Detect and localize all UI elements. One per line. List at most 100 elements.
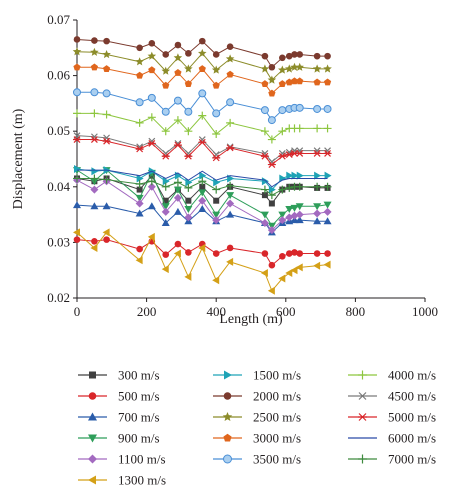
data-point xyxy=(88,454,97,464)
data-point xyxy=(135,118,144,127)
legend-label: 1300 m/s xyxy=(118,473,166,488)
data-point xyxy=(162,150,170,157)
data-point xyxy=(198,111,207,120)
data-point xyxy=(226,98,235,107)
data-point xyxy=(260,127,269,136)
data-point xyxy=(147,182,156,191)
data-point xyxy=(291,51,298,58)
data-point xyxy=(226,70,234,78)
data-point xyxy=(226,192,235,200)
data-point xyxy=(291,147,298,155)
data-point xyxy=(199,171,207,180)
data-point xyxy=(223,392,232,400)
series-group xyxy=(72,36,332,295)
data-point xyxy=(88,392,97,400)
data-point xyxy=(313,203,322,211)
data-point xyxy=(102,49,111,59)
data-point xyxy=(324,250,331,257)
data-point xyxy=(198,189,207,197)
data-point xyxy=(212,51,220,58)
data-point xyxy=(260,152,269,160)
data-point xyxy=(267,161,276,168)
data-point xyxy=(148,66,156,74)
data-point xyxy=(358,454,367,464)
data-point xyxy=(278,274,286,283)
data-point xyxy=(161,265,169,274)
data-point xyxy=(296,77,304,85)
legend-label: 2000 m/s xyxy=(253,389,301,404)
data-point xyxy=(91,37,98,44)
y-ticks: 0.02 0.03 0.04 0.05 0.06 0.07 xyxy=(47,12,77,305)
data-point xyxy=(135,256,143,265)
series-line xyxy=(77,169,328,188)
data-point xyxy=(323,150,332,157)
y-tick-label: 0.05 xyxy=(47,123,70,138)
data-point xyxy=(261,52,269,60)
data-point xyxy=(90,88,99,97)
data-point xyxy=(162,251,170,258)
data-point xyxy=(323,124,332,133)
data-point xyxy=(73,109,81,118)
data-point xyxy=(185,178,193,187)
x-axis-title: Length (m) xyxy=(219,312,283,327)
data-point xyxy=(90,63,99,71)
data-point xyxy=(223,454,232,464)
data-point xyxy=(313,78,321,86)
data-point xyxy=(296,171,304,180)
data-point xyxy=(323,78,332,86)
data-point xyxy=(260,64,270,73)
legend-item: 300 m/s xyxy=(78,368,160,383)
data-point xyxy=(161,152,170,160)
data-point xyxy=(198,177,207,186)
data-point xyxy=(199,183,206,190)
data-point xyxy=(161,218,170,226)
data-point xyxy=(173,178,182,187)
legend-item: 3000 m/s xyxy=(213,431,301,446)
legend-label: 300 m/s xyxy=(118,368,160,383)
data-point xyxy=(260,268,268,277)
data-point xyxy=(291,171,299,180)
data-point xyxy=(267,116,276,125)
data-point xyxy=(296,51,304,58)
data-point xyxy=(161,207,170,216)
data-point xyxy=(147,93,156,102)
data-point xyxy=(295,124,304,133)
data-point xyxy=(136,71,144,79)
data-point xyxy=(261,250,269,257)
data-point xyxy=(285,250,293,257)
series-4000-m-s xyxy=(73,109,332,144)
data-point xyxy=(173,96,182,105)
data-point xyxy=(323,207,332,216)
data-point xyxy=(278,216,287,225)
legend-label: 700 m/s xyxy=(118,410,160,425)
data-point xyxy=(268,261,276,269)
series-500-m-s xyxy=(73,236,331,269)
legend-item: 2000 m/s xyxy=(213,389,301,404)
data-point xyxy=(102,110,111,119)
data-point xyxy=(285,206,294,214)
legend-item: 7000 m/s xyxy=(348,452,436,467)
data-point xyxy=(90,109,99,118)
legend-item: 900 m/s xyxy=(78,431,160,446)
data-point xyxy=(198,138,207,146)
data-point xyxy=(279,54,286,62)
data-point xyxy=(90,243,98,252)
data-point xyxy=(136,186,143,193)
data-point xyxy=(162,51,170,58)
data-point xyxy=(102,137,111,145)
data-point xyxy=(295,216,304,224)
data-point xyxy=(313,261,321,270)
data-point xyxy=(198,37,206,45)
legend-item: 3500 m/s xyxy=(213,452,301,467)
data-point xyxy=(278,152,287,160)
data-point xyxy=(74,165,81,174)
data-point xyxy=(313,52,321,60)
data-point xyxy=(295,210,304,219)
data-point xyxy=(279,252,286,260)
data-point xyxy=(260,218,269,227)
data-point xyxy=(135,180,144,189)
data-point xyxy=(296,147,304,155)
data-point xyxy=(268,158,276,166)
y-axis-title: Displacement (m) xyxy=(11,108,26,209)
data-point xyxy=(184,150,192,157)
